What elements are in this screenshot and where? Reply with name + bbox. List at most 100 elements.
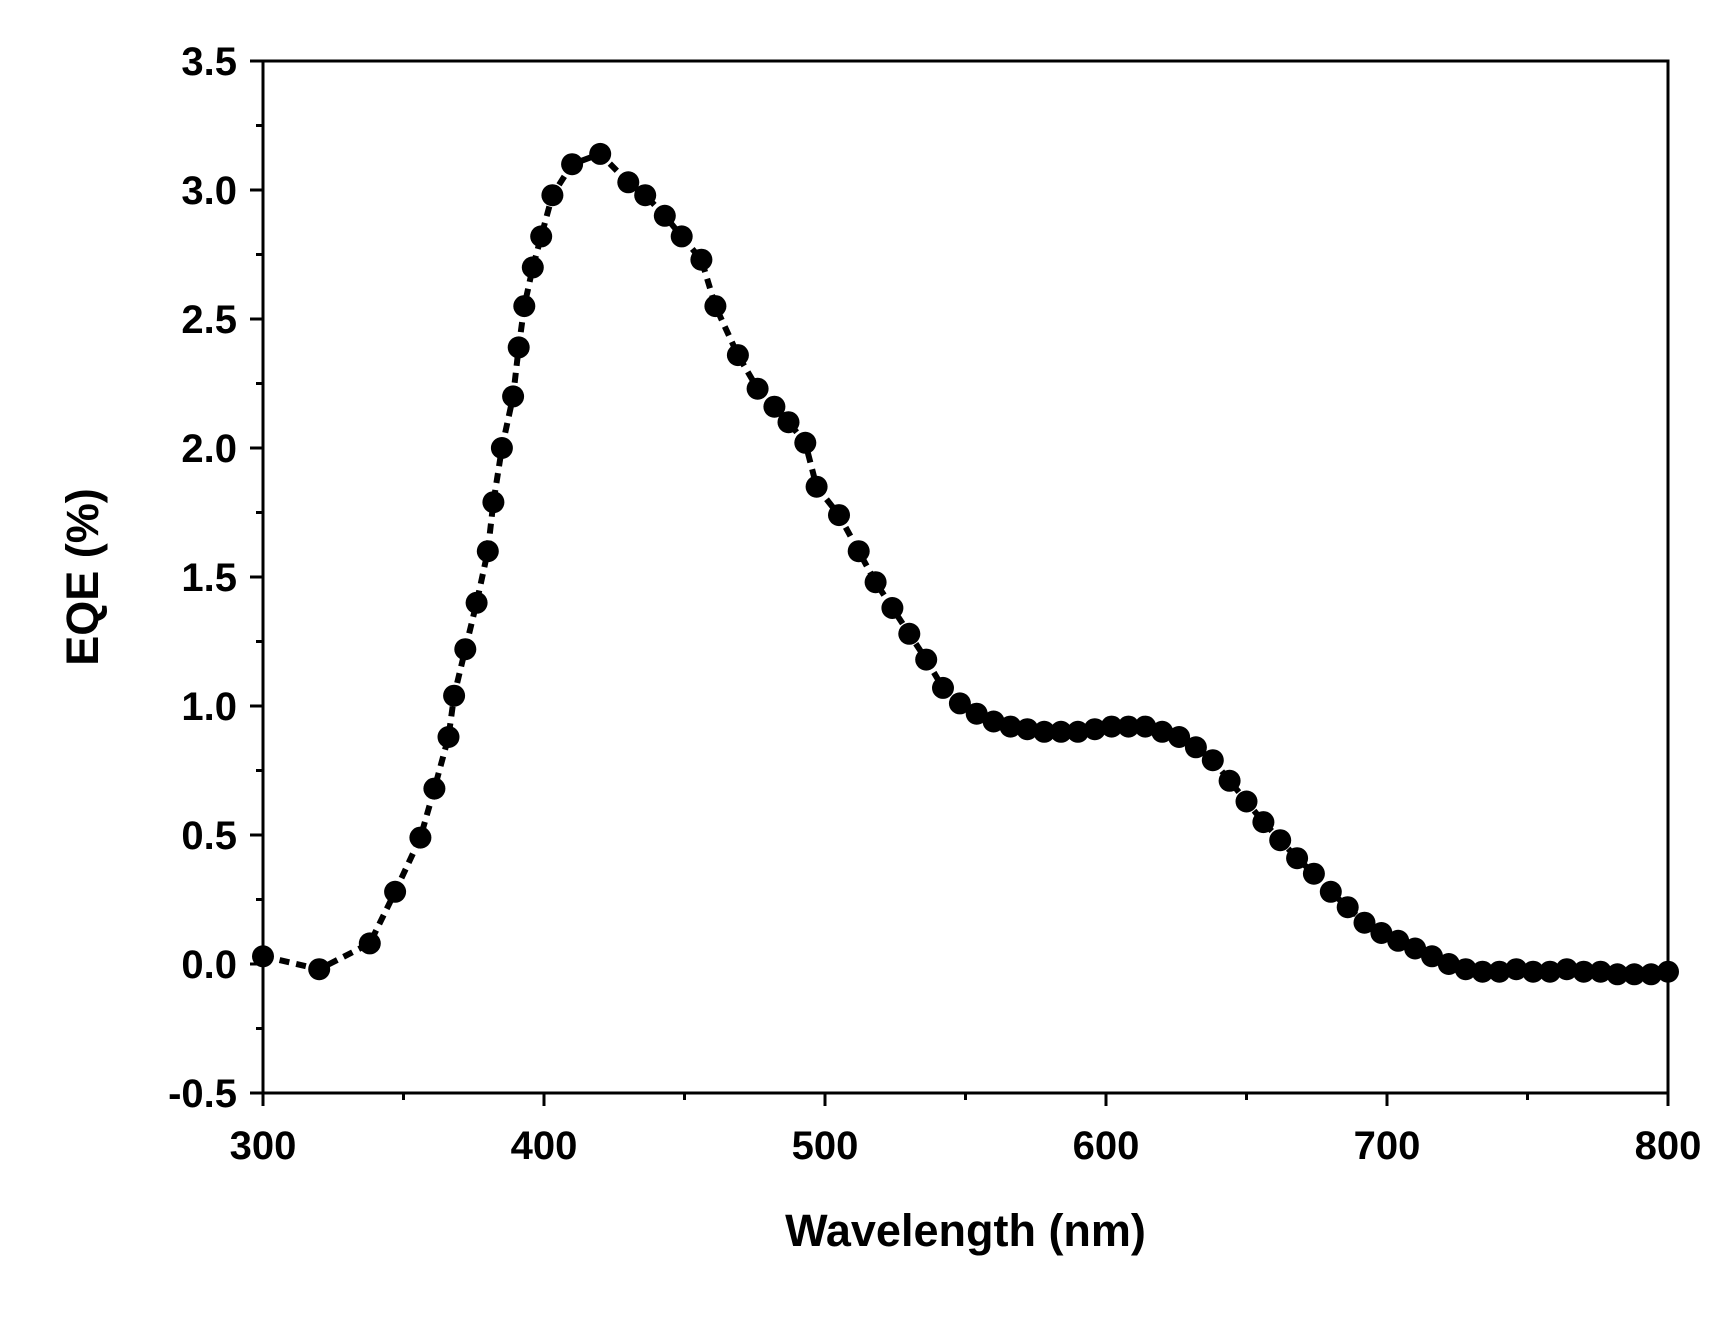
plot-frame (261, 59, 1670, 1095)
data-point (881, 597, 904, 619)
axis-ticks (250, 59, 1670, 1106)
data-point (777, 411, 800, 434)
data-point (805, 475, 828, 498)
x-axis-title: Wavelength (nm) (785, 1205, 1146, 1256)
data-point (437, 726, 460, 748)
data-point (1454, 958, 1477, 981)
tick-labels: 300 400 500 600 700 800 -0.5 0.0 0.5 1.0 1.5 2.0 2.5… (168, 40, 1701, 1168)
data-point (589, 142, 612, 165)
data-point (1235, 790, 1258, 813)
x-tick-label: 700 (1354, 1124, 1421, 1168)
data-point (1640, 963, 1663, 986)
data-point (409, 826, 432, 849)
data-point (530, 225, 553, 248)
y-axis-title: EQE (%) (57, 488, 108, 666)
data-point (454, 638, 477, 661)
data-point (1572, 960, 1595, 983)
data-point (932, 676, 954, 699)
data-point (1066, 720, 1089, 743)
data-point (1555, 958, 1578, 981)
data-point (670, 225, 693, 248)
data-point (1100, 715, 1123, 738)
y-tick-label: 3.0 (181, 169, 237, 213)
data-point (1589, 960, 1612, 983)
data-point (1252, 811, 1275, 834)
y-tick-label: 3.5 (181, 40, 237, 84)
x-tick-label: 500 (792, 1124, 859, 1168)
data-point (746, 377, 769, 400)
data-point (1404, 937, 1427, 960)
data-point (1117, 715, 1140, 738)
data-point (982, 710, 1005, 733)
data-point (1522, 960, 1545, 983)
data-point (384, 880, 407, 903)
data-point (1033, 720, 1056, 743)
data-point (1505, 958, 1528, 981)
data-point (690, 248, 713, 271)
data-point (847, 540, 870, 563)
data-point (864, 571, 887, 594)
data-point (507, 336, 530, 359)
data-point (1184, 736, 1207, 759)
data-point (1168, 726, 1191, 748)
data-point (617, 171, 640, 194)
series-line (262, 150, 1669, 978)
data-point (1437, 953, 1460, 975)
y-tick-label: 2.0 (181, 427, 237, 471)
data-point (1050, 720, 1072, 743)
data-point (1269, 829, 1292, 852)
x-tick-label: 300 (230, 1124, 297, 1168)
data-point (513, 295, 536, 318)
data-point (1370, 922, 1393, 944)
data-point (502, 385, 525, 408)
data-point (476, 540, 499, 563)
series-line-layer (262, 150, 1669, 978)
data-point (1336, 896, 1359, 919)
data-point (726, 344, 749, 367)
data-point (1302, 862, 1325, 885)
data-point (794, 431, 817, 454)
data-point (999, 715, 1022, 738)
data-point (521, 256, 544, 279)
data-point (465, 591, 488, 614)
y-tick-label: 0.0 (181, 943, 237, 987)
data-point (634, 184, 657, 207)
data-point (541, 184, 564, 207)
x-tick-label: 600 (1073, 1124, 1140, 1168)
data-point (1151, 720, 1174, 743)
data-point (915, 648, 938, 671)
data-point (704, 295, 727, 318)
data-point (561, 153, 584, 176)
y-tick-label: 0.5 (181, 814, 237, 858)
data-point (1134, 715, 1157, 738)
data-point (1353, 911, 1376, 934)
data-point (1421, 945, 1443, 968)
data-point (653, 204, 676, 227)
data-point (1471, 960, 1494, 983)
y-tick-label: 1.5 (181, 556, 237, 600)
data-point (1606, 963, 1629, 986)
data-point (1218, 769, 1241, 792)
data-point (1488, 960, 1511, 983)
data-point (1539, 960, 1561, 983)
data-point (828, 504, 850, 527)
data-point (1286, 847, 1309, 870)
data-point (898, 622, 921, 645)
x-tick-label: 400 (511, 1124, 578, 1168)
data-points (252, 142, 1679, 986)
data-point (423, 777, 446, 800)
x-tick-label: 800 (1635, 1124, 1702, 1168)
data-point (490, 437, 513, 459)
y-tick-label: 2.5 (181, 298, 237, 342)
data-point (1016, 718, 1039, 741)
data-point (1083, 718, 1106, 741)
data-point (1387, 929, 1410, 952)
data-point (358, 932, 381, 955)
data-point (308, 958, 331, 981)
data-point (1319, 880, 1342, 903)
y-tick-label: -0.5 (168, 1072, 237, 1116)
data-point (763, 395, 786, 418)
data-point (1201, 749, 1224, 772)
data-point (948, 692, 971, 715)
